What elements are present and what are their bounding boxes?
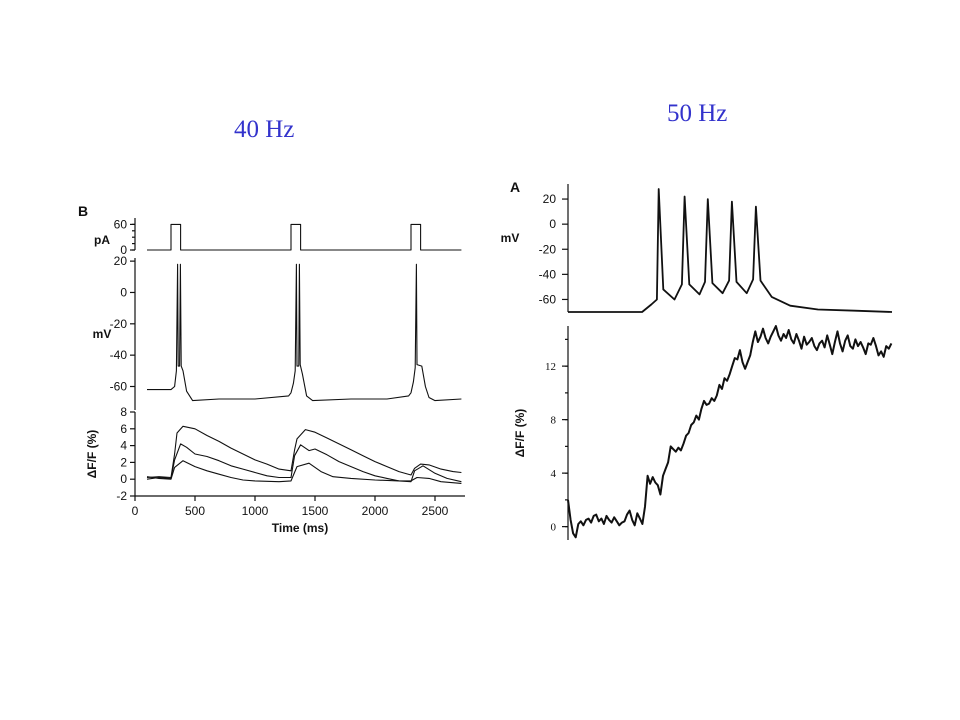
panel-b-voltage-y-tick-label: -40: [110, 348, 128, 362]
panel-a-voltage-y-tick-label: -60: [539, 292, 557, 306]
panel-b-current-trace-1: [147, 223, 462, 251]
panel-b-x-tick-label: 1500: [302, 504, 329, 518]
panel-b-x-tick-label: 2000: [362, 504, 389, 518]
panel-b-fluorescence-y-tick-label: 2: [120, 455, 127, 469]
panel-a-voltage-y-tick-label: 0: [549, 217, 556, 231]
panel-a-voltage-y-tick-label: 20: [543, 192, 557, 206]
panel-b-voltage-y-tick-label: 0: [120, 285, 127, 299]
panel-a-letter: A: [510, 179, 520, 195]
panel-b-current-y-tick-label: 60: [114, 217, 128, 231]
panel-a-fluorescence-y-tick-label: 4: [551, 468, 557, 480]
panel-b-voltage-subplot: 20 0 -20 -40 -60 mV: [93, 254, 462, 410]
title-50hz: 50 Hz: [667, 100, 728, 127]
panel-b-voltage-y-tick-label: -60: [110, 379, 128, 393]
panel-b-fluorescence-trace-1: [146, 425, 462, 479]
panel-b-x-tick-label: 0: [132, 504, 139, 518]
panel-b-current-y-tick-label: 0: [120, 243, 127, 257]
title-40hz: 40 Hz: [234, 116, 295, 143]
panel-a-voltage-trace-1: [568, 188, 893, 313]
panel-b-voltage-trace-1: [147, 263, 462, 402]
panel-a-fluorescence-subplot: 12 8 4 0 ΔF/F (%): [513, 325, 893, 540]
panel-b-fluorescence-y-tick-label: 4: [120, 439, 127, 453]
panel-a-fluorescence-trace-1: [567, 325, 893, 539]
panel-a-voltage-y-label: mV: [501, 231, 520, 245]
panel-a-fluorescence-y-tick-label: 0: [551, 522, 557, 534]
panel-b-fluorescence-trace-3: [146, 460, 462, 484]
panel-b-fluorescence-y-label: ΔF/F (%): [85, 430, 99, 479]
panel-b-x-tick-label: 2500: [422, 504, 449, 518]
panel-b-current-y-label: pA: [94, 233, 110, 247]
panel-b-x-label: Time (ms): [272, 521, 328, 535]
panel-b-fluorescence-y-tick-label: 6: [120, 422, 127, 436]
panel-a-voltage-y-tick-label: -40: [539, 267, 557, 281]
panel-a-fluorescence-y-tick-label: 8: [551, 415, 557, 427]
panel-b-fluorescence-y-tick-label: -2: [116, 489, 127, 503]
panel-b-fluorescence-y-tick-label: 8: [120, 405, 127, 419]
panel-b-voltage-y-tick-label: -20: [110, 317, 128, 331]
panel-b-x-tick-label: 500: [185, 504, 205, 518]
panel-b-fluorescence-subplot: 8 6 4 2 0 -2 ΔF/F (%) 0 500 1000 1500 2000 2500 Time …: [85, 405, 465, 535]
panel-a-fluorescence-y-tick-label: 12: [545, 361, 556, 373]
panel-b-fluorescence-trace-2: [146, 443, 462, 483]
panel-b-voltage-y-label: mV: [93, 327, 112, 341]
panel-b-current-subplot: 0 60 pA: [94, 217, 462, 257]
panel-a-voltage-subplot: 20 0 -20 -40 -60 mV: [501, 184, 893, 313]
panel-b-letter: B: [78, 203, 88, 219]
panel-a-chart: A 20 0 -20 -40 -60 mV 12 8 4 0 ΔF/F (%): [501, 179, 893, 540]
panel-b-x-tick-label: 1000: [242, 504, 269, 518]
panel-a-voltage-y-tick-label: -20: [539, 242, 557, 256]
panel-a-fluorescence-y-label: ΔF/F (%): [513, 409, 527, 458]
panel-b-fluorescence-y-tick-label: 0: [120, 472, 127, 486]
panel-b-voltage-y-tick-label: 20: [114, 254, 128, 268]
